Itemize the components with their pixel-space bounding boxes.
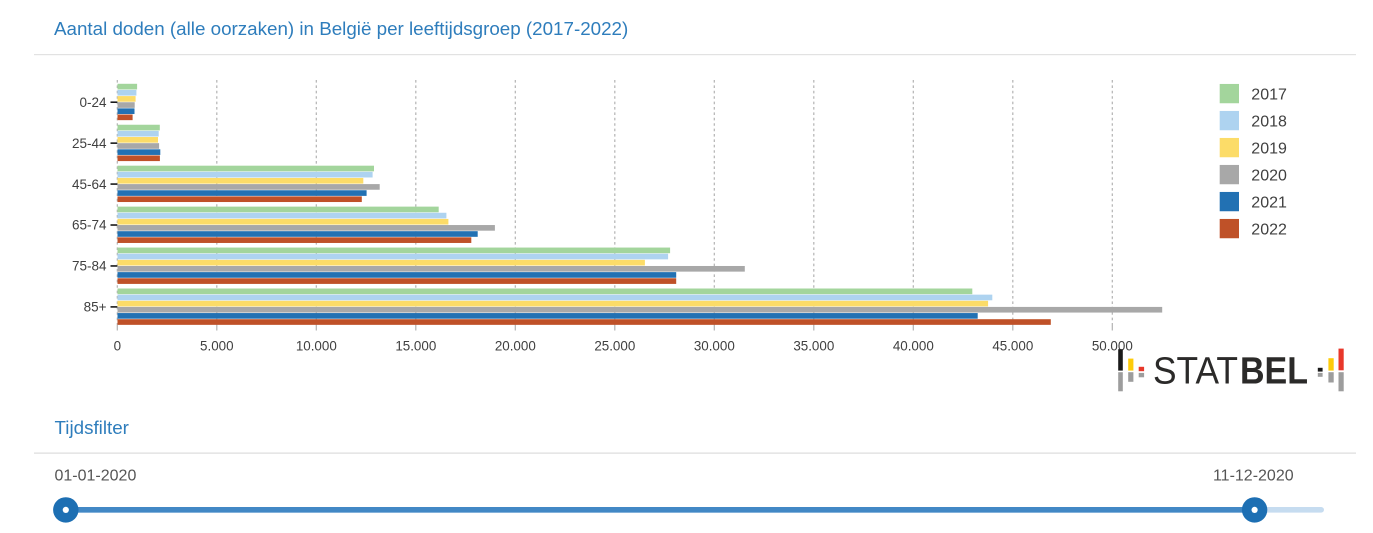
svg-text:25.000: 25.000: [594, 339, 635, 354]
svg-text:0: 0: [114, 339, 121, 354]
svg-text:2020: 2020: [1251, 167, 1287, 184]
svg-text:45-64: 45-64: [72, 177, 107, 192]
svg-text:11-12-2020: 11-12-2020: [1213, 468, 1294, 485]
svg-text:Tijdsfilter: Tijdsfilter: [55, 417, 129, 438]
svg-text:2018: 2018: [1251, 113, 1287, 130]
svg-text:0-24: 0-24: [79, 95, 107, 110]
svg-text:50.000: 50.000: [1092, 339, 1133, 354]
svg-text:2017: 2017: [1251, 86, 1287, 103]
svg-text:10.000: 10.000: [296, 339, 337, 354]
svg-text:2021: 2021: [1251, 194, 1287, 211]
svg-text:BEL: BEL: [1240, 351, 1308, 393]
svg-text:75-84: 75-84: [72, 259, 107, 274]
svg-text:20.000: 20.000: [495, 339, 536, 354]
svg-text:25-44: 25-44: [72, 136, 107, 151]
svg-text:40.000: 40.000: [893, 339, 934, 354]
svg-text:Aantal doden (alle oorzaken) i: Aantal doden (alle oorzaken) in België p…: [54, 18, 628, 39]
svg-text:01-01-2020: 01-01-2020: [55, 468, 137, 485]
svg-text:STAT: STAT: [1153, 351, 1238, 393]
svg-text:45.000: 45.000: [992, 339, 1033, 354]
svg-text:65-74: 65-74: [72, 218, 107, 233]
svg-text:30.000: 30.000: [694, 339, 735, 354]
svg-text:85+: 85+: [84, 300, 107, 315]
svg-text:2022: 2022: [1251, 221, 1287, 238]
svg-text:5.000: 5.000: [200, 339, 234, 354]
svg-text:15.000: 15.000: [395, 339, 436, 354]
svg-text:35.000: 35.000: [793, 339, 834, 354]
svg-text:2019: 2019: [1251, 140, 1287, 157]
